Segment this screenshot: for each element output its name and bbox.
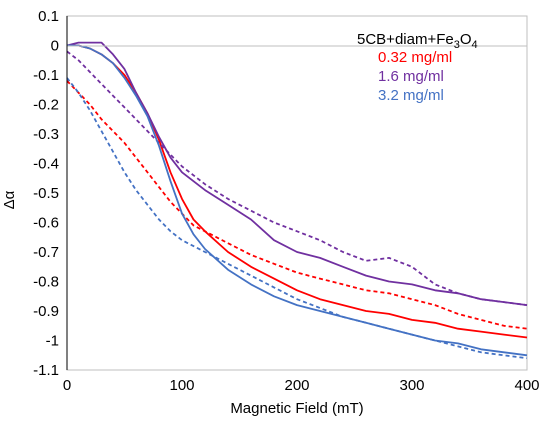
y-tick-label: -0.9 (33, 303, 59, 320)
x-tick-labels: 0 100 200 300 400 (63, 377, 540, 394)
y-tick-label: -0.4 (33, 156, 59, 173)
x-axis-title: Magnetic Field (mT) (230, 400, 363, 417)
legend-title-sub2: 4 (472, 39, 478, 51)
legend-title-sub: 3 (454, 39, 460, 51)
y-tick-label: -1 (46, 333, 59, 350)
y-tick-label: -0.7 (33, 244, 59, 261)
y-axis-title: Δα (1, 190, 18, 209)
series-line-6 (66, 77, 528, 360)
series-line-2 (66, 80, 528, 330)
x-tick-label: 100 (169, 377, 194, 394)
legend: 5CB+diam+Fe3O4 0.32 mg/ml 1.6 mg/ml 3.2 … (357, 31, 478, 104)
series-line-4 (66, 50, 528, 306)
y-tick-label: -1.1 (33, 362, 59, 379)
x-tick-label: 400 (514, 377, 539, 394)
series-line-3 (66, 41, 528, 306)
y-tick-labels: 0.1 0 -0.1 -0.2 -0.3 -0.4 -0.5 -0.6 -0.7 -0.8 -0.9… (33, 8, 59, 379)
legend-title-mid: O (460, 31, 472, 48)
y-tick-label: 0 (51, 38, 59, 55)
y-tick-label: -0.3 (33, 126, 59, 143)
series-layer (66, 41, 528, 360)
legend-title: 5CB+diam+Fe3O4 (357, 31, 478, 51)
x-tick-label: 300 (399, 377, 424, 394)
y-tick-label: 0.1 (38, 8, 59, 25)
plot-frame (66, 15, 528, 371)
y-tick-label: -0.2 (33, 97, 59, 114)
legend-entry-red: 0.32 mg/ml (378, 49, 452, 66)
legend-entry-purple: 1.6 mg/ml (378, 68, 444, 85)
y-tick-label: -0.5 (33, 185, 59, 202)
legend-entry-blue: 3.2 mg/ml (378, 87, 444, 104)
y-tick-label: -0.1 (33, 67, 59, 84)
x-tick-label: 200 (284, 377, 309, 394)
plot-area (66, 15, 528, 371)
x-tick-label: 0 (63, 377, 71, 394)
legend-title-main: 5CB+diam+Fe (357, 31, 454, 48)
y-tick-label: -0.8 (33, 274, 59, 291)
y-tick-label: -0.6 (33, 215, 59, 232)
